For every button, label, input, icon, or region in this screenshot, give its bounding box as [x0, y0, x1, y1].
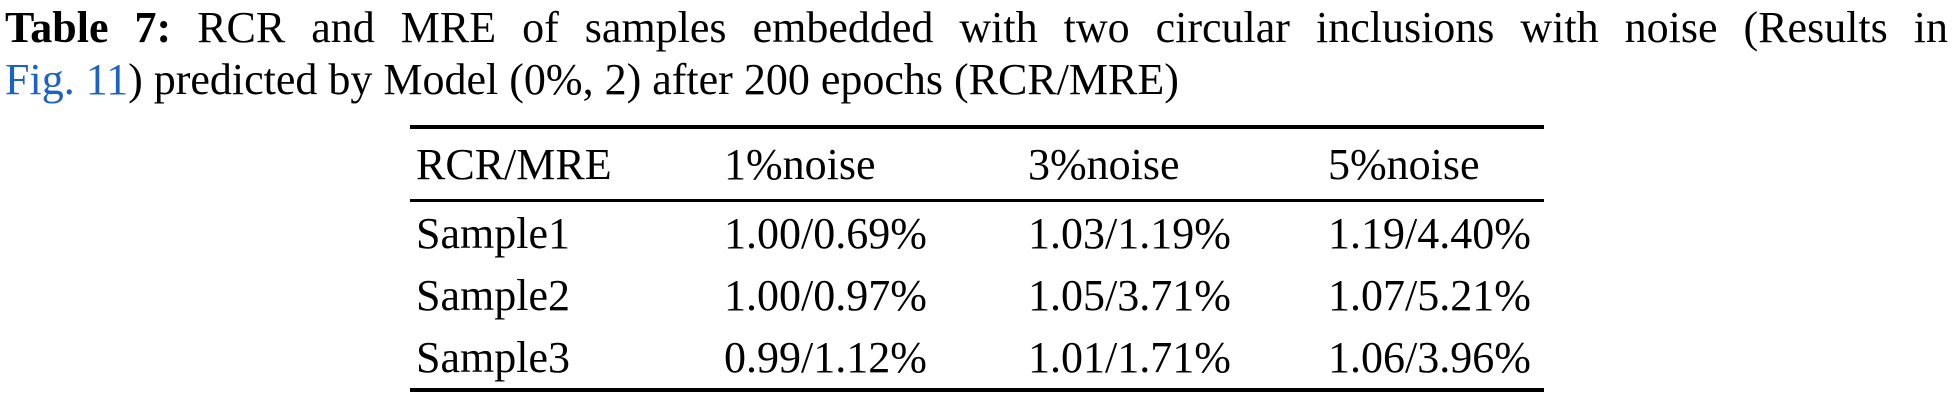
table-caption: Table 7: RCR and MRE of samples embedded… [0, 0, 1954, 106]
table-cell: 1.00/0.69% [724, 208, 927, 258]
table-cell: 1.19/4.40% [1328, 208, 1531, 258]
table-row-sample1: Sample1 1.00/0.69% 1.03/1.19% 1.19/4.40% [410, 201, 1544, 265]
table-cell: 1.05/3.71% [1028, 270, 1231, 320]
table-row-sample3: Sample3 0.99/1.12% 1.01/1.71% 1.06/3.96% [410, 326, 1544, 390]
table-body: Sample1 1.00/0.69% 1.03/1.19% 1.19/4.40%… [410, 201, 1544, 391]
fig-11-link[interactable]: Fig. 11 [5, 55, 129, 104]
caption-line-1: Table 7: RCR and MRE of samples embedded… [5, 2, 1948, 54]
table-cell: 1.07/5.21% [1328, 270, 1531, 320]
caption-text-line2: ) predicted by Model (0%, 2) after 200 e… [128, 55, 1179, 104]
table-row-sample2: Sample2 1.00/0.97% 1.05/3.71% 1.07/5.21% [410, 264, 1544, 326]
table-cell: 1.00/0.97% [724, 270, 927, 320]
column-header-3pct-noise: 3%noise [1028, 127, 1328, 202]
column-header-1pct-noise: 1%noise [724, 127, 1028, 202]
caption-line-2: Fig. 11) predicted by Model (0%, 2) afte… [5, 54, 1948, 106]
table-caption-label: Table 7: [5, 3, 172, 52]
header-row: RCR/MRE 1%noise 3%noise 5%noise [410, 127, 1544, 202]
row-label: Sample3 [416, 332, 570, 382]
column-header-5pct-noise: 5%noise [1328, 127, 1544, 202]
row-label: Sample1 [416, 208, 570, 258]
results-table: RCR/MRE 1%noise 3%noise 5%noise Sample1 … [410, 125, 1544, 392]
column-header-rcr-mre: RCR/MRE [410, 127, 724, 202]
table-cell: 0.99/1.12% [724, 332, 927, 382]
table-cell: 1.06/3.96% [1328, 332, 1531, 382]
caption-text-line1: RCR and MRE of samples embedded with two… [171, 3, 1948, 52]
row-label: Sample2 [416, 270, 570, 320]
table-cell: 1.01/1.71% [1028, 332, 1231, 382]
table-header: RCR/MRE 1%noise 3%noise 5%noise [410, 127, 1544, 202]
table-cell: 1.03/1.19% [1028, 208, 1231, 258]
